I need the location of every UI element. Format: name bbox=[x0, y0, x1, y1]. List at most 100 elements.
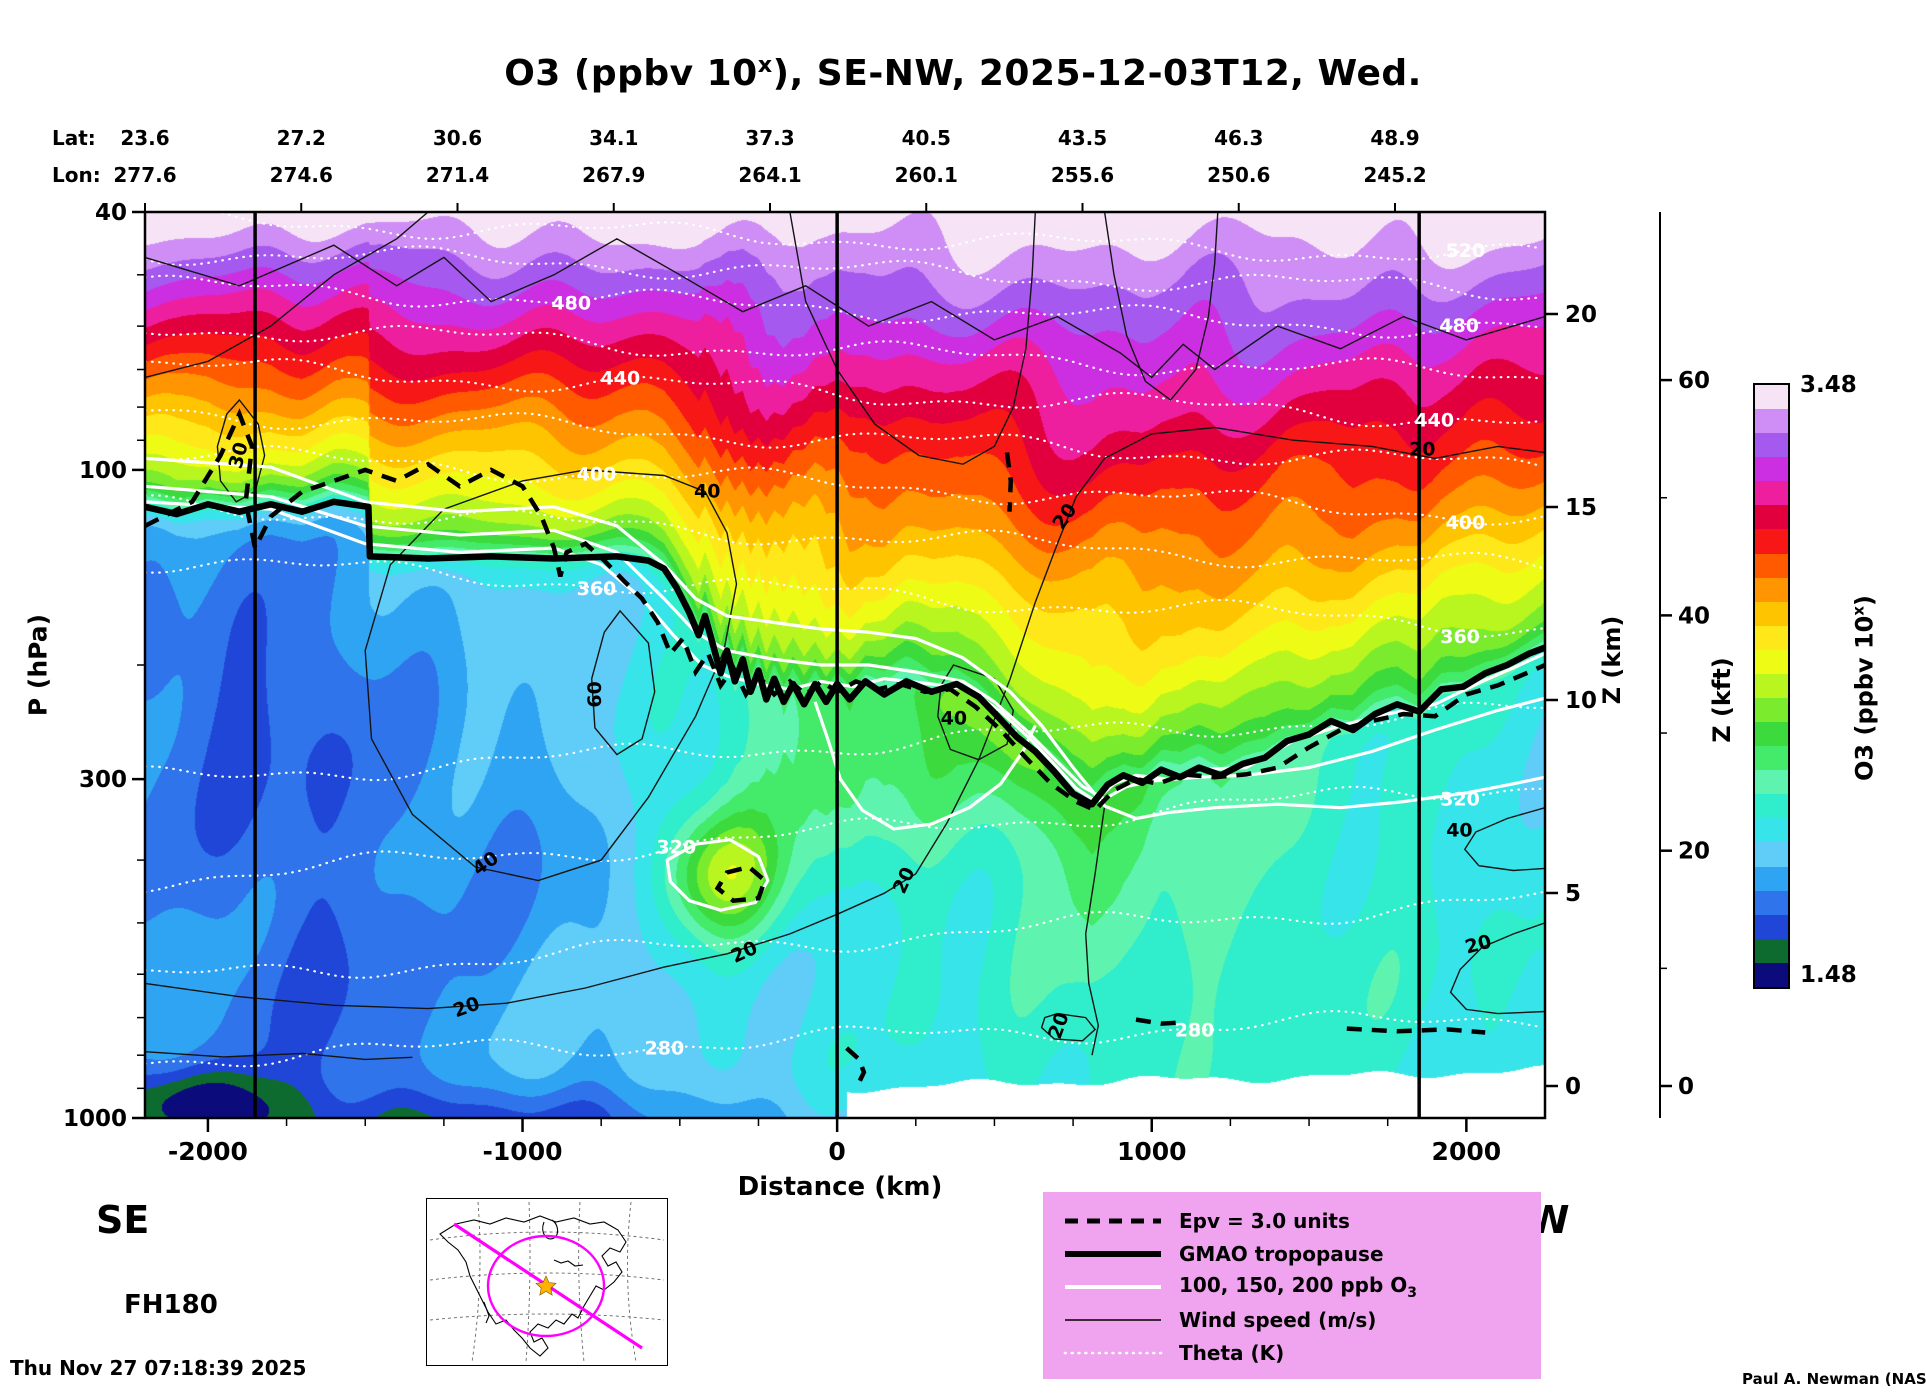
colorbar-band bbox=[1755, 770, 1788, 795]
title-text: O3 (ppbv 10 bbox=[504, 53, 758, 94]
lon-value: 267.9 bbox=[582, 163, 646, 187]
theta-contour-400 bbox=[143, 444, 1543, 526]
theta-contour-420 bbox=[143, 408, 1543, 468]
o3-contour-200-2 bbox=[144, 500, 1546, 803]
lon-row-label: Lon: bbox=[52, 163, 101, 187]
epv-contour-2 bbox=[1004, 452, 1014, 512]
epv-contour-5 bbox=[1346, 1026, 1486, 1035]
altitude-km-axis-label: Z (km) bbox=[1598, 615, 1626, 705]
x-tick-label: 1000 bbox=[1117, 1137, 1187, 1166]
theta-label: 320 bbox=[1440, 788, 1480, 810]
zkm-tick-label: 15 bbox=[1565, 495, 1597, 521]
lat-value: 27.2 bbox=[276, 126, 326, 150]
colorbar-band bbox=[1755, 481, 1788, 506]
o3-contour-150-1 bbox=[144, 484, 1546, 801]
theta-contour-380 bbox=[143, 494, 1543, 569]
epv-contour-0 bbox=[143, 408, 1546, 813]
map-inset bbox=[426, 1198, 668, 1366]
colorbar-band bbox=[1755, 914, 1788, 939]
wind-contour-40 bbox=[937, 664, 1015, 761]
theta-contour-340 bbox=[143, 701, 1543, 782]
colorbar-band bbox=[1755, 673, 1788, 699]
p-tick-label: 40 bbox=[95, 200, 127, 226]
theta-contour-500 bbox=[143, 245, 1543, 302]
colorbar-band bbox=[1755, 553, 1788, 578]
legend-item-label: Epv = 3.0 units bbox=[1179, 1208, 1350, 1233]
legend-line-sample-theta bbox=[1063, 1351, 1163, 1354]
colorbar-title-text: O3 (ppbv 10 bbox=[1850, 615, 1879, 781]
legend-box: Epv = 3.0 units GMAO tropopause 100, 150, … bbox=[1043, 1192, 1541, 1379]
theta-label: 440 bbox=[601, 367, 641, 389]
colorbar-band bbox=[1755, 746, 1788, 771]
wind-contour-x13 bbox=[789, 211, 1036, 465]
colorbar-band bbox=[1755, 457, 1788, 482]
forecast-hour-label: FH180 bbox=[124, 1290, 218, 1320]
o3-contour-200-4 bbox=[813, 701, 1037, 831]
legend-line-sample-o3 bbox=[1065, 1284, 1161, 1289]
theta-label: 480 bbox=[1439, 315, 1479, 337]
theta-label: 360 bbox=[577, 578, 617, 600]
wind-speed-label: 20 bbox=[1048, 499, 1081, 533]
lon-value: 260.1 bbox=[894, 163, 958, 187]
colorbar-max-label: 3.48 bbox=[1800, 372, 1857, 398]
legend-item-label: GMAO tropopause bbox=[1179, 1241, 1384, 1266]
colorbar-band bbox=[1755, 890, 1788, 915]
wind-contour-40 bbox=[1463, 807, 1546, 872]
theta-label: 400 bbox=[1446, 512, 1486, 534]
lon-value: 264.1 bbox=[738, 163, 802, 187]
colorbar-band bbox=[1755, 938, 1788, 963]
theta-contour-460 bbox=[143, 324, 1543, 380]
colorbar-title-superscript: x bbox=[1849, 605, 1868, 616]
epv-contour-1 bbox=[714, 864, 768, 904]
lon-value: 271.4 bbox=[425, 163, 490, 187]
zkm-tick-label: 0 bbox=[1565, 1074, 1581, 1100]
colorbar-band bbox=[1755, 433, 1788, 458]
legend-item-theta: Theta (K) bbox=[1061, 1336, 1541, 1369]
wind-speed-label: 20 bbox=[1044, 1009, 1074, 1041]
theta-contour-300 bbox=[143, 891, 1543, 980]
pressure-axis-label: P (hPa) bbox=[23, 613, 53, 717]
colorbar-band bbox=[1755, 962, 1788, 987]
lon-value: 255.6 bbox=[1050, 163, 1115, 187]
lon-value: 274.6 bbox=[269, 163, 333, 187]
creation-timestamp: Thu Nov 27 07:18:39 2025 bbox=[10, 1356, 307, 1380]
legend-item-label: 100, 150, 200 ppb O3 bbox=[1179, 1272, 1417, 1301]
colorbar-band bbox=[1755, 625, 1788, 650]
lat-row-label: Lat: bbox=[52, 126, 96, 150]
wind-contour-20 bbox=[1040, 1012, 1097, 1042]
theta-label: 280 bbox=[1175, 1019, 1215, 1041]
colorbar-band bbox=[1755, 698, 1788, 723]
legend-line-sample-epv bbox=[1065, 1218, 1161, 1223]
lon-value: 250.6 bbox=[1207, 163, 1271, 187]
colorbar-band bbox=[1755, 505, 1788, 530]
altitude-kft-axis-label: Z (kft) bbox=[1708, 657, 1736, 743]
theta-contour-360 bbox=[143, 558, 1543, 639]
theta-contour-280 bbox=[143, 1009, 1543, 1068]
lat-value: 40.5 bbox=[901, 126, 951, 150]
corner-label-se: SE bbox=[96, 1198, 150, 1242]
wind-contour-20 bbox=[1449, 922, 1546, 1015]
theta-label: 440 bbox=[1414, 409, 1454, 431]
wind-contour-x11 bbox=[1084, 805, 1106, 1056]
theta-label: 280 bbox=[645, 1037, 685, 1059]
lat-value: 23.6 bbox=[120, 126, 170, 150]
theta-contour-320 bbox=[143, 785, 1543, 894]
p-tick-label: 1000 bbox=[63, 1106, 127, 1132]
wind-speed-label: 40 bbox=[941, 708, 967, 730]
legend-item-trop: GMAO tropopause bbox=[1061, 1237, 1541, 1270]
cross-section-circle bbox=[486, 1234, 606, 1338]
legend-line-sample-wind bbox=[1065, 1318, 1161, 1321]
zkft-tick-label: 60 bbox=[1678, 368, 1710, 394]
theta-contour-480 bbox=[143, 274, 1543, 339]
lat-value: 30.6 bbox=[432, 126, 483, 150]
credit-text: Paul A. Newman (NASA bbox=[1742, 1370, 1926, 1388]
legend-item-label: Wind speed (m/s) bbox=[1179, 1307, 1377, 1332]
o3-contour-100-0 bbox=[144, 456, 1546, 821]
colorbar-band bbox=[1755, 577, 1788, 602]
wind-speed-label: 20 bbox=[1463, 931, 1494, 959]
colorbar-title: O3 (ppbv 10x) bbox=[1850, 595, 1879, 781]
title-superscript: x bbox=[757, 52, 773, 78]
lon-value: 245.2 bbox=[1363, 163, 1427, 187]
colorbar-band bbox=[1755, 722, 1788, 747]
